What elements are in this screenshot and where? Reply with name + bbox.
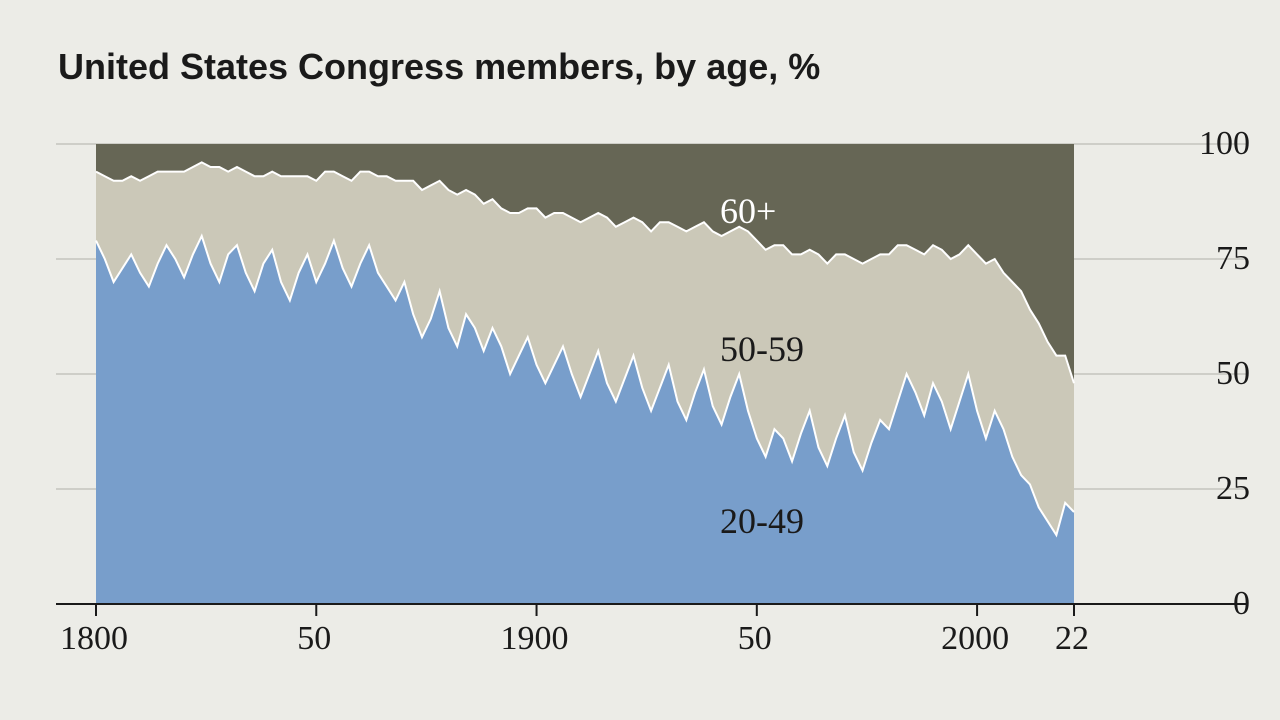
x-tick-label: 1900 (501, 620, 569, 658)
series-label-20-49: 20-49 (720, 500, 804, 542)
y-tick-label: 50 (1216, 355, 1250, 393)
series-label-50-59: 50-59 (720, 328, 804, 370)
y-tick-label: 25 (1216, 470, 1250, 508)
x-tick-label: 1800 (60, 620, 128, 658)
stacked-area-chart (0, 0, 1280, 720)
y-tick-label: 75 (1216, 240, 1250, 278)
series-label-60plus: 60+ (720, 190, 776, 232)
x-tick-label: 22 (1055, 620, 1089, 658)
x-tick-label: 50 (297, 620, 331, 658)
x-tick-label: 50 (738, 620, 772, 658)
chart-area (0, 0, 1280, 720)
y-tick-label: 100 (1199, 125, 1250, 163)
x-tick-label: 2000 (941, 620, 1009, 658)
y-tick-label: 0 (1233, 585, 1250, 623)
